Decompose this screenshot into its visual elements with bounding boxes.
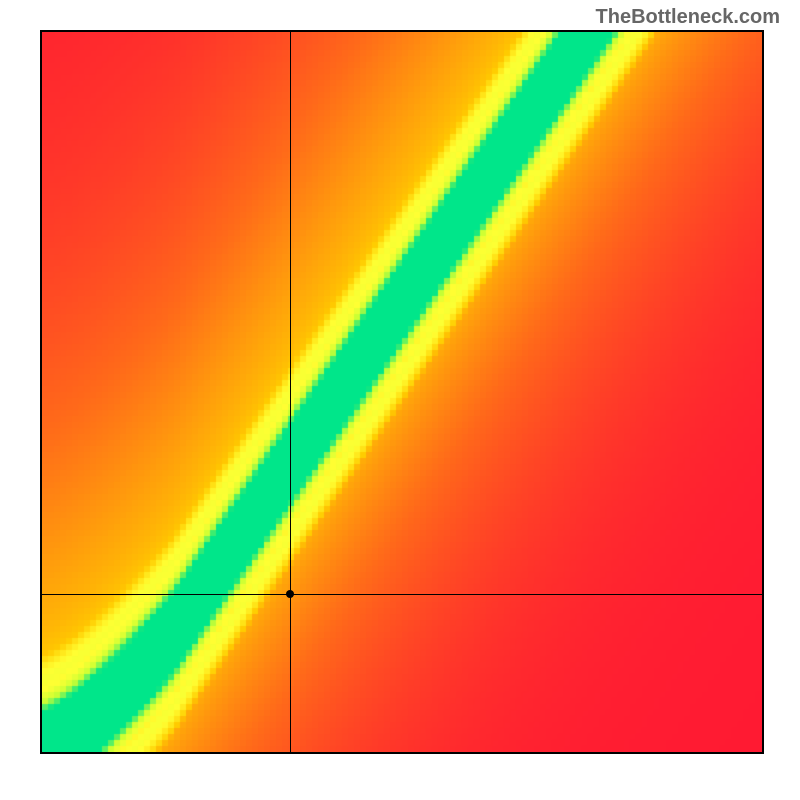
- watermark-text: TheBottleneck.com: [596, 6, 780, 29]
- heatmap-chart: [40, 30, 764, 754]
- crosshair-horizontal: [42, 594, 762, 595]
- crosshair-vertical: [290, 32, 291, 752]
- chart-container: TheBottleneck.com: [0, 0, 800, 800]
- marker-dot: [286, 590, 294, 598]
- heatmap-canvas: [42, 32, 762, 752]
